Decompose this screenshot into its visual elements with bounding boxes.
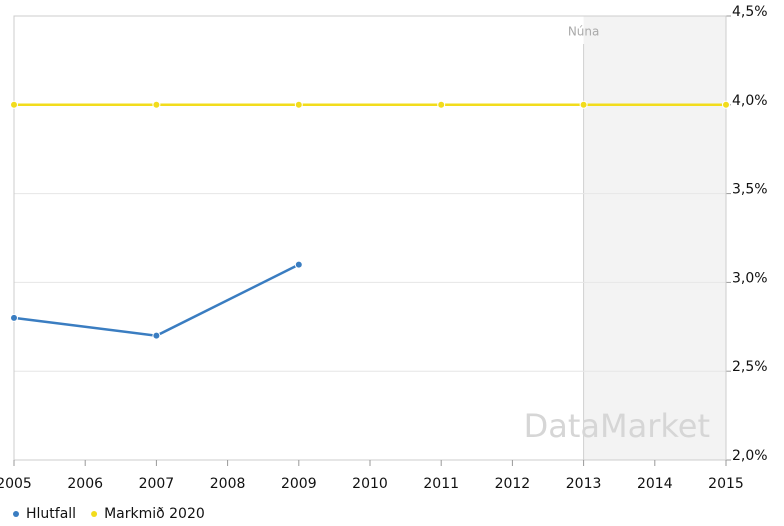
y-tick-label: 2,0% (732, 448, 768, 464)
series-point (437, 100, 446, 109)
legend-label: Hlutfall (26, 506, 76, 522)
series-point (579, 100, 588, 109)
series-point (10, 100, 18, 109)
watermark: DataMarket (524, 407, 710, 445)
series-point (152, 100, 161, 109)
series-point (152, 331, 161, 340)
series-point (294, 100, 303, 109)
legend-marker (91, 511, 98, 517)
x-tick-label: 2009 (281, 476, 317, 492)
x-tick-label: 2014 (637, 476, 673, 492)
legend-marker (13, 511, 19, 517)
x-tick-label: 2007 (139, 476, 175, 492)
x-tick-label: 2005 (0, 476, 32, 492)
series-line (13, 263, 300, 337)
series-point (294, 260, 303, 269)
x-tick-label: 2010 (352, 476, 388, 492)
x-tick-label: 2013 (566, 476, 602, 492)
x-tick-label: 2015 (708, 476, 744, 492)
legend-label: Markmið 2020 (104, 506, 205, 522)
x-tick-label: 2012 (495, 476, 531, 492)
y-tick-label: 2,5% (732, 359, 768, 375)
y-tick-label: 3,5% (732, 182, 768, 198)
x-tick-label: 2008 (210, 476, 246, 492)
y-tick-label: 4,0% (732, 93, 768, 109)
annotation-label: Núna (568, 25, 600, 39)
future-shade (583, 16, 726, 460)
y-tick-label: 3,0% (732, 270, 768, 286)
x-tick-label: 2006 (67, 476, 103, 492)
x-tick-label: 2011 (423, 476, 459, 492)
y-tick-label: 4,5% (732, 4, 768, 20)
series-point (10, 313, 18, 322)
series-point (722, 100, 730, 109)
